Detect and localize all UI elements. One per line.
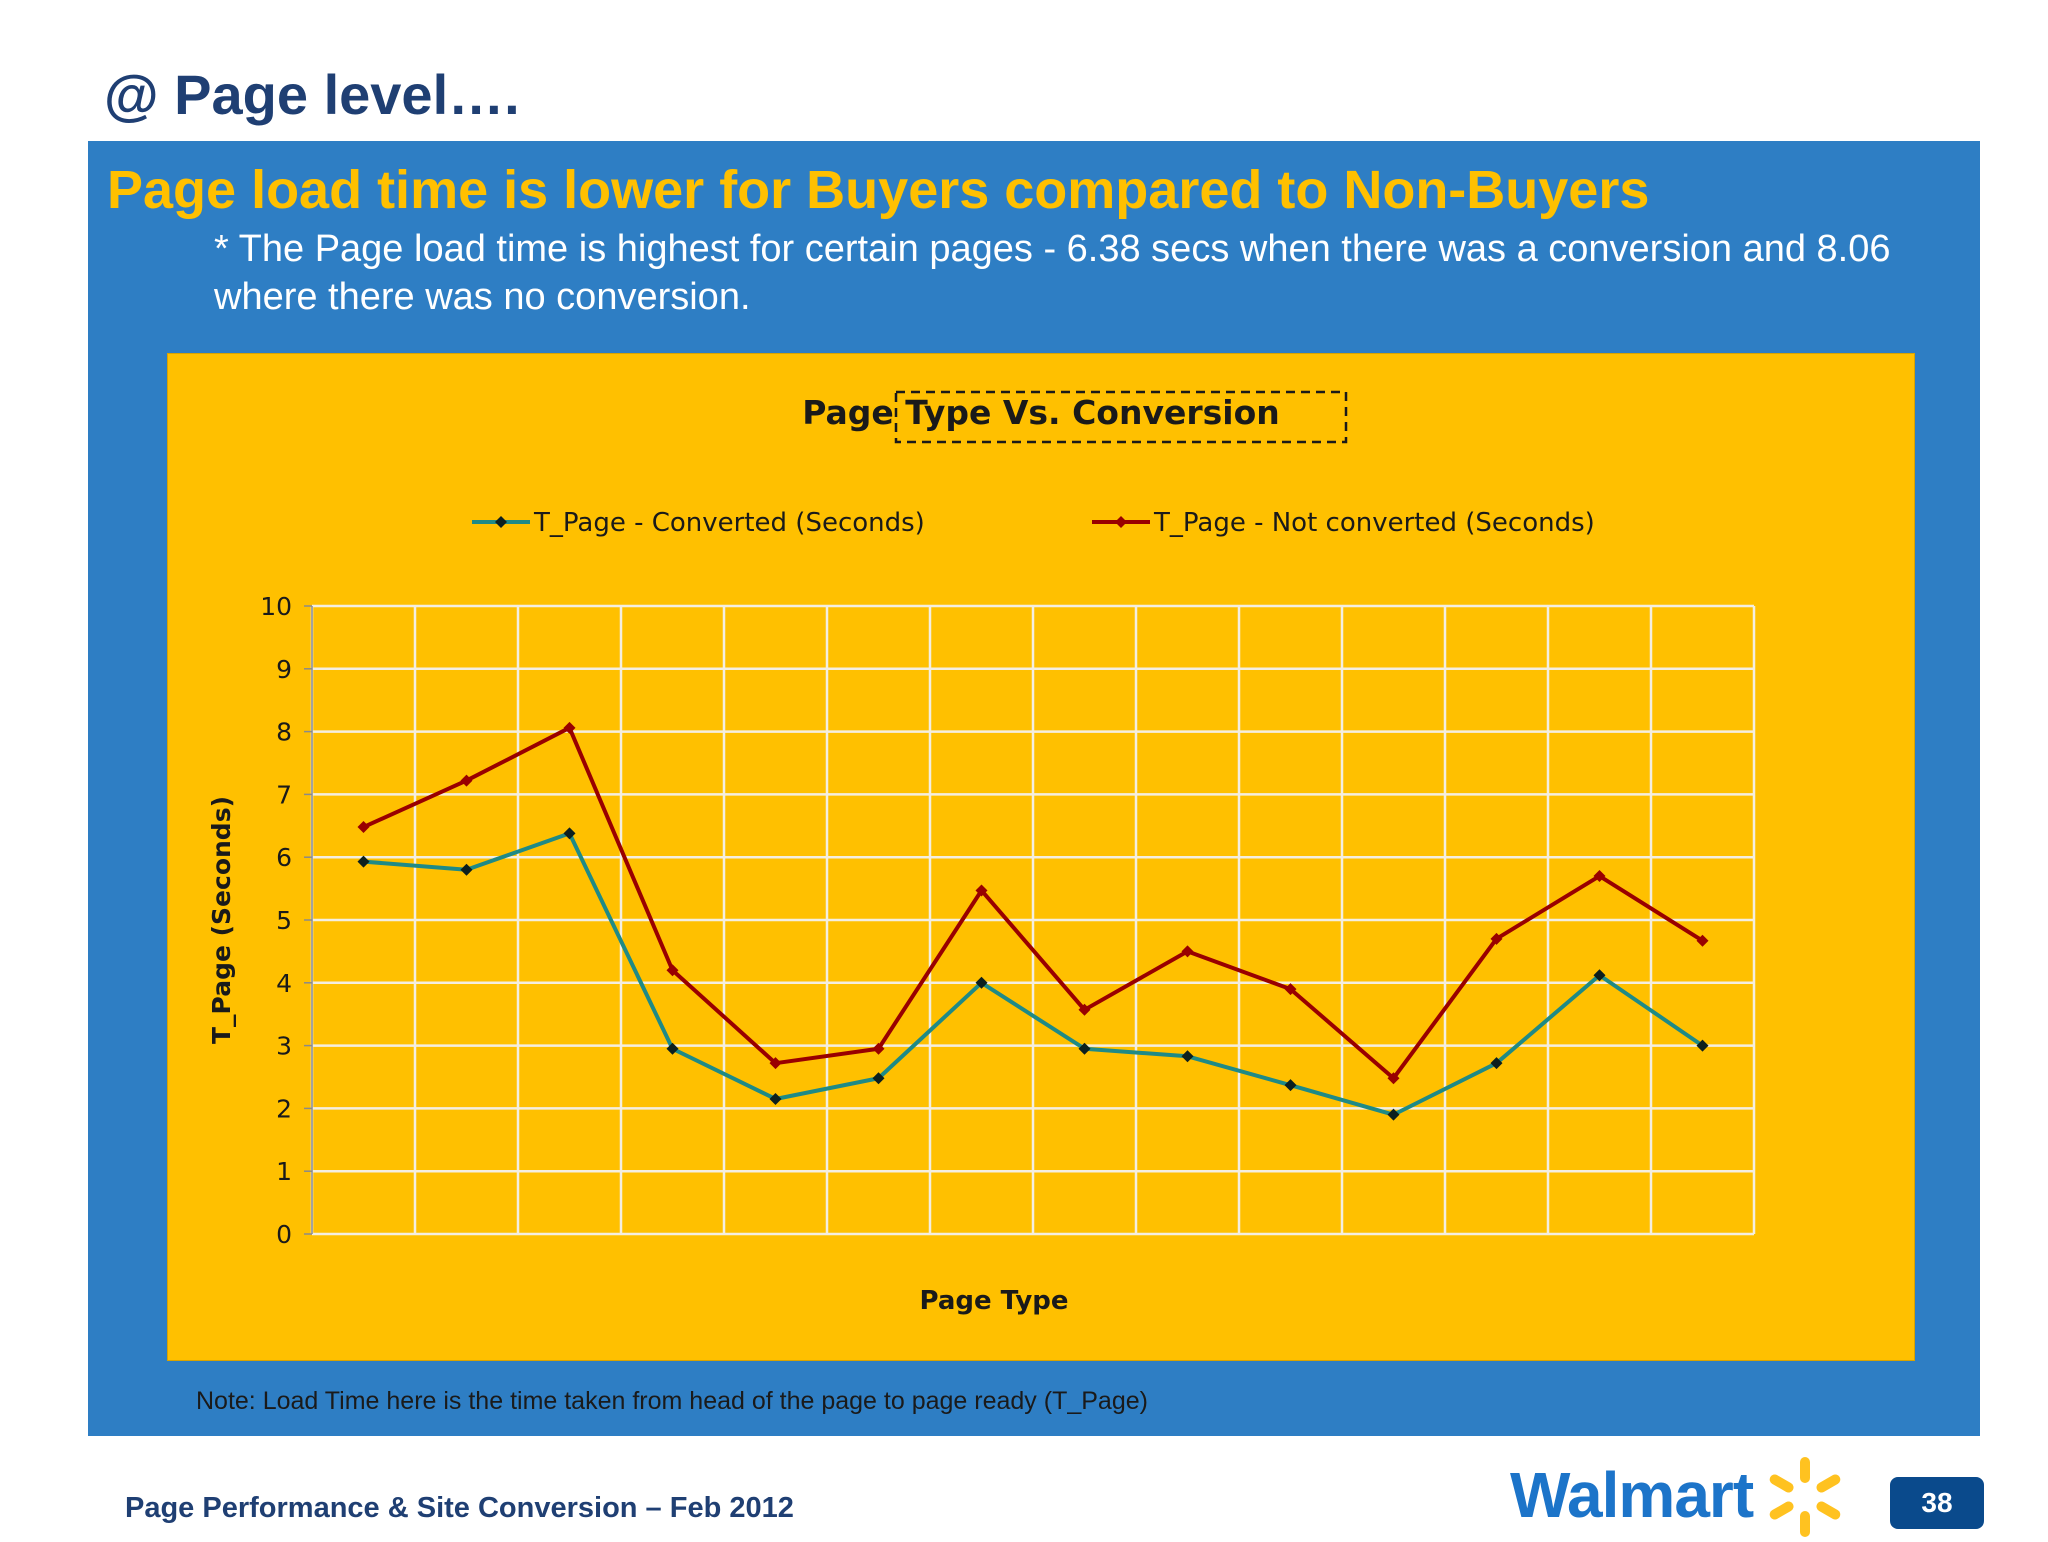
subtext: * The Page load time is highest for cert… [214,228,1891,318]
legend-label: T_Page - Converted (Seconds) [533,508,925,538]
y-tick-label: 0 [276,1220,292,1249]
data-point [1387,1072,1400,1085]
y-tick-label: 3 [276,1032,292,1061]
y-tick-label: 7 [276,780,292,809]
legend-label: T_Page - Not converted (Seconds) [1153,508,1595,538]
data-point [1181,945,1194,958]
walmart-logo: Walmart [1510,1452,1850,1542]
y-tick-label: 9 [276,655,292,684]
data-point [1284,983,1297,996]
footer-text: Page Performance & Site Conversion – Feb… [125,1492,794,1524]
series-line-1 [362,725,1704,1081]
series-line-0 [363,831,1704,1117]
data-point [666,964,679,977]
x-axis-label: Page Type [919,1286,1068,1316]
logo-wordmark: Walmart [1510,1459,1754,1531]
data-point [975,884,988,897]
data-point [872,1042,885,1055]
data-point [460,774,473,787]
data-point [460,863,473,876]
data-point [1593,969,1606,982]
data-point [769,1057,782,1070]
series-layer [357,721,1709,1121]
data-point [1284,1079,1297,1092]
data-point [666,1042,679,1055]
footnote: Note: Load Time here is the time taken f… [196,1387,1148,1415]
data-point [1696,934,1709,947]
y-tick-label: 6 [276,843,292,872]
data-point [1696,1039,1709,1052]
data-point [975,976,988,989]
y-tick-label: 1 [276,1157,292,1186]
y-tick-label: 4 [276,969,292,998]
y-tick-label: 8 [276,718,292,747]
y-axis-label: T_Page (Seconds) [207,796,236,1044]
data-point [563,827,576,840]
data-point [1181,1050,1194,1063]
headline: Page load time is lower for Buyers compa… [107,160,1650,220]
chart-title: Page Type Vs. Conversion [802,393,1280,432]
data-point [769,1092,782,1105]
content-panel: Page load time is lower for Buyers compa… [88,141,1980,1436]
y-tick-label: 10 [260,592,292,621]
legend-swatch-marker [495,516,507,528]
grid-lines [310,604,1756,1236]
y-tick-label: 5 [276,906,292,935]
data-point [1490,932,1503,945]
legend: T_Page - Converted (Seconds) T_Page - Not… [472,508,1595,538]
chart-title-frame [894,390,1348,444]
data-point [1593,870,1606,883]
chart-area: 0 1 2 3 4 5 6 7 8 9 10 Page Type Vs. Conversion Page… [168,354,1914,1360]
data-point [357,855,370,868]
data-point [357,821,370,834]
spark-icon [1769,1457,1841,1537]
axes [304,605,313,1235]
data-point [1078,1042,1091,1055]
data-point [1490,1057,1503,1070]
data-point [1078,1003,1091,1016]
data-point [563,721,576,734]
slide-title: @ Page level…. [104,63,520,126]
page-number: 38 [1890,1477,1984,1529]
y-tick-label: 2 [276,1094,292,1123]
chart-labels: 0 1 2 3 4 5 6 7 8 9 10 Page Type Vs. Conversion Page… [207,390,1348,1316]
legend-swatch-marker [1115,516,1127,528]
line-chart: 0 1 2 3 4 5 6 7 8 9 10 Page Type Vs. Conversion Page… [207,390,1756,1316]
data-point [872,1072,885,1085]
data-point [1387,1108,1400,1121]
